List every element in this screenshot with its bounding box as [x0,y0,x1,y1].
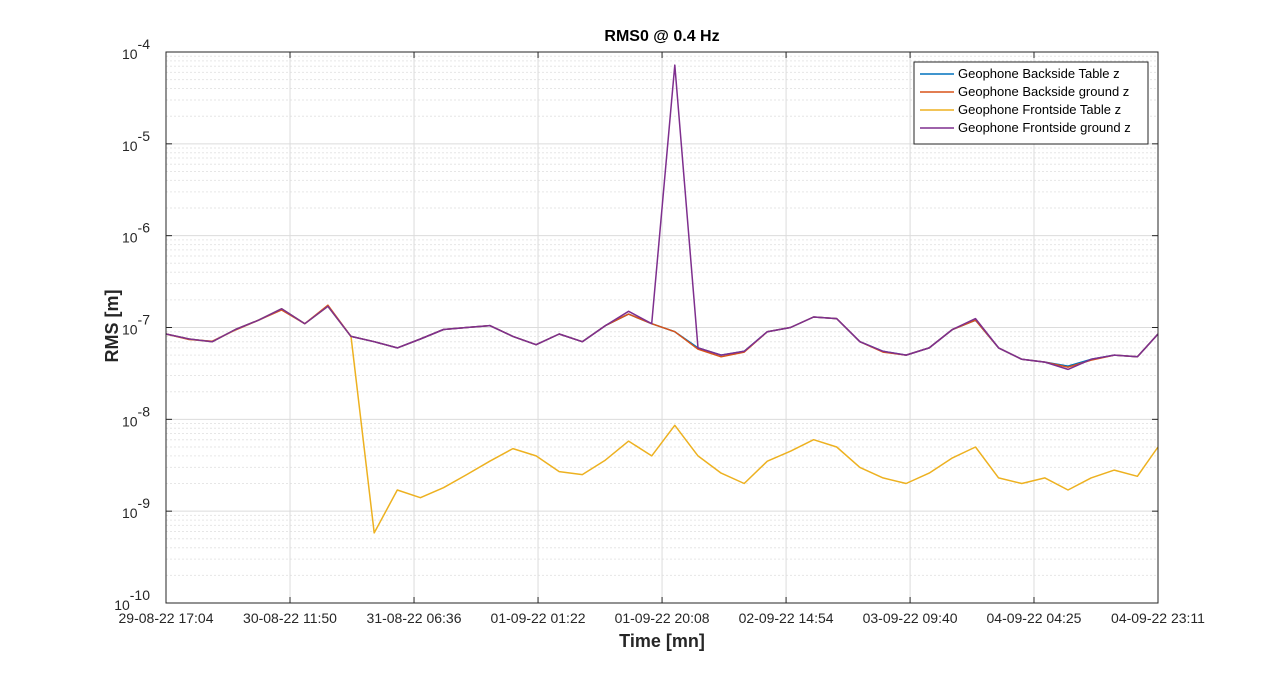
x-tick-label: 30-08-22 11:50 [243,610,337,626]
y-tick-exponent: -4 [138,36,151,52]
series-lines [165,64,1159,534]
legend-label: Geophone Frontside ground z [958,120,1131,135]
y-tick-exponent: -7 [138,312,151,328]
x-tick-label: 02-09-22 14:54 [739,610,834,626]
legend-label: Geophone Frontside Table z [958,102,1121,117]
y-tick-exponent: -8 [138,403,151,419]
x-tick-label: 01-09-22 01:22 [491,610,586,626]
legend-label: Geophone Backside Table z [958,66,1120,81]
chart-title: RMS0 @ 0.4 Hz [604,28,719,45]
x-tick-label: 31-08-22 06:36 [367,610,462,626]
x-axis-label: Time [mn] [619,631,705,651]
x-tick-label: 04-09-22 23:11 [1111,610,1205,626]
legend-box [913,61,1149,145]
y-axis-label: RMS [m] [102,290,122,363]
x-tick-label: 01-09-22 20:08 [615,610,710,626]
legend: Geophone Backside Table z Geophone Backsi… [913,61,1149,145]
legend-label: Geophone Backside ground z [958,84,1129,99]
y-tick-exponent: -10 [130,587,150,603]
y-tick-exponent: -9 [138,495,151,511]
y-tick-exponent: -5 [138,128,151,144]
x-tick-label: 04-09-22 04:25 [987,610,1082,626]
x-tick-label: 03-09-22 09:40 [863,610,958,626]
x-tick-label: 29-08-22 17:04 [119,610,214,626]
series-line-4 [165,64,1159,371]
y-tick-exponent: -6 [138,220,151,236]
